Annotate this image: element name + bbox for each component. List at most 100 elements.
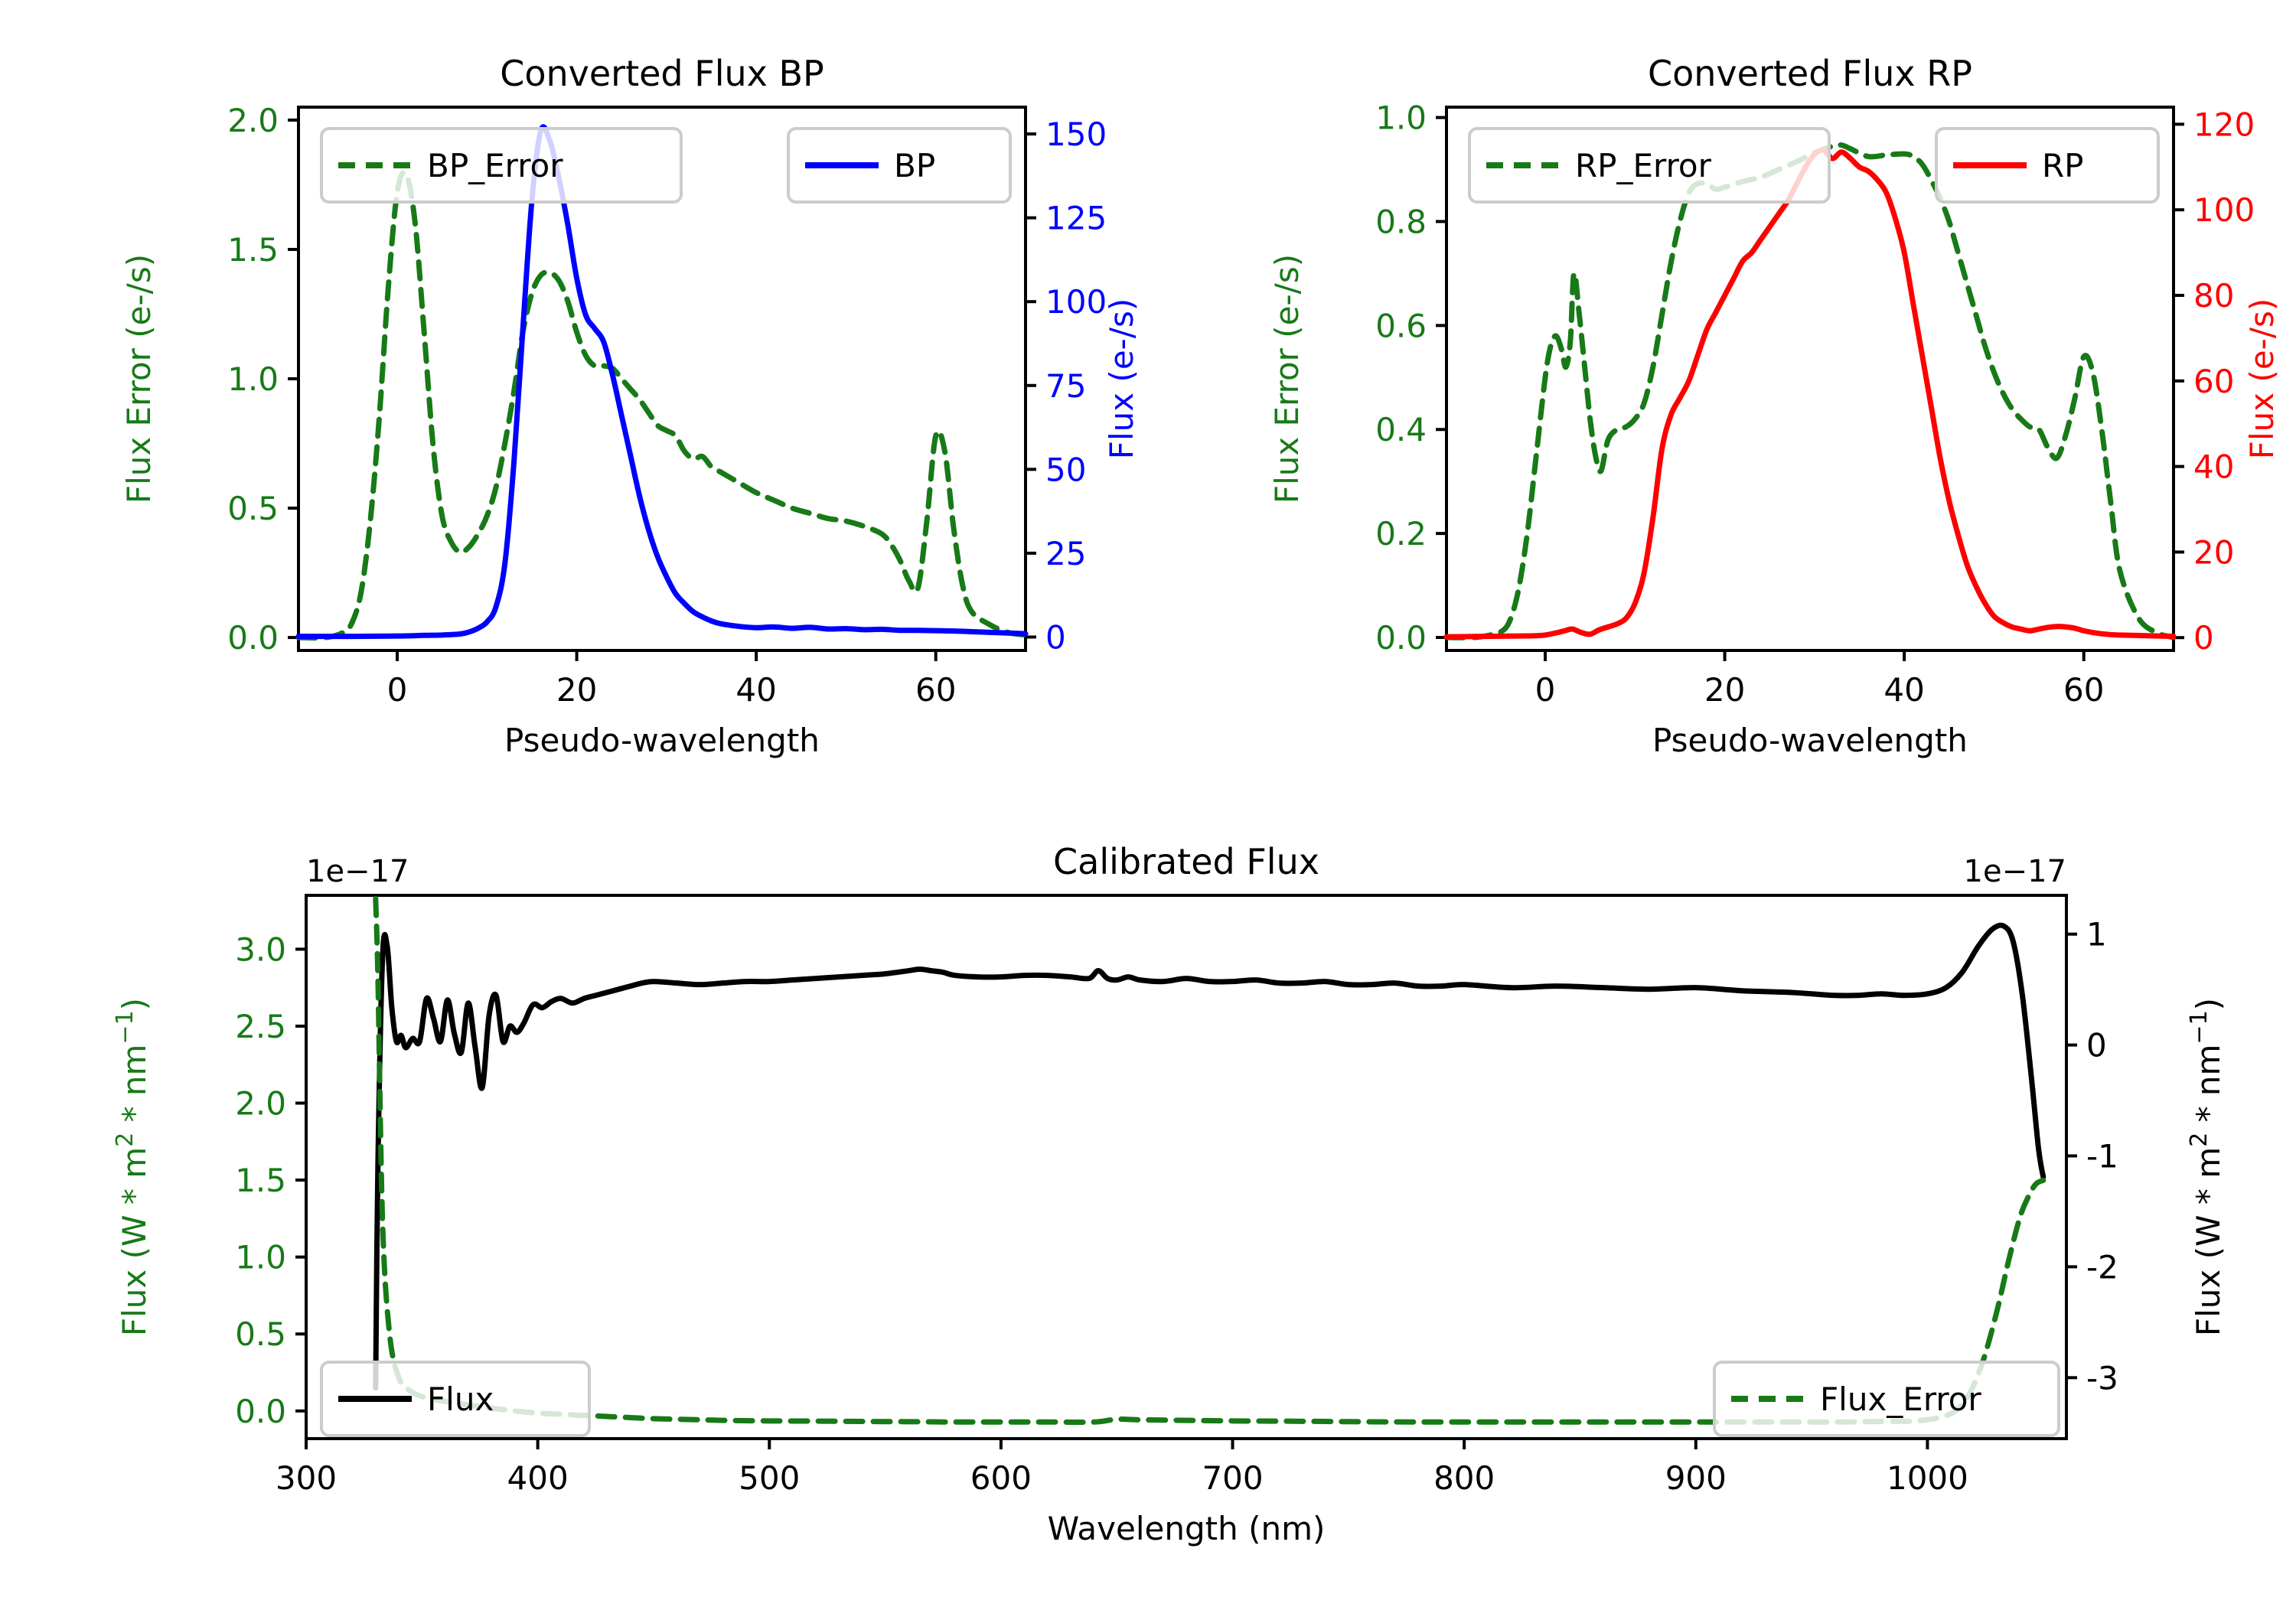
y-tick-right-label: 0 bbox=[2193, 619, 2214, 657]
y-tick-right-label: 60 bbox=[2193, 363, 2234, 400]
legend-label-flux: Flux bbox=[427, 1380, 494, 1418]
y-tick-right-label: 100 bbox=[2193, 191, 2255, 229]
series-rp_error bbox=[1443, 142, 2177, 641]
x-tick-label: 1000 bbox=[1887, 1459, 1968, 1497]
y-tick-right-label: 40 bbox=[2193, 448, 2234, 486]
y-tick-left-label: 0.6 bbox=[1375, 307, 1427, 344]
legend-bp-error[interactable]: BP_Error bbox=[320, 127, 683, 204]
x-tick-label: 400 bbox=[507, 1459, 569, 1497]
chart-converted-flux-rp: Converted Flux RP 0 20 40 60 Pseudo-wavelengt… bbox=[1268, 53, 2281, 759]
series-bp bbox=[295, 124, 1029, 640]
series-rp bbox=[1443, 147, 2177, 640]
chart-title: Converted Flux BP bbox=[500, 53, 824, 94]
y-tick-right-label: 125 bbox=[1045, 200, 1107, 237]
panel-calibrated-flux: Calibrated Flux 300 400 500 600 700 800 900 1000… bbox=[0, 826, 2296, 1607]
x-tick-label: 900 bbox=[1665, 1459, 1727, 1497]
x-axis-label: Pseudo-wavelength bbox=[1652, 722, 1968, 759]
y-axis-label-right: Flux (W * m2 * nm−1) bbox=[2186, 998, 2228, 1336]
x-tick-label: 600 bbox=[970, 1459, 1032, 1497]
y-tick-left-label: 0.5 bbox=[227, 490, 279, 527]
y-tick-right-label: 1 bbox=[2086, 916, 2107, 953]
y-tick-right-label: 0 bbox=[2086, 1027, 2107, 1064]
panel-converted-flux-bp: Converted Flux BP 0 20 40 60 Pseudo-wavelengt… bbox=[0, 46, 1148, 826]
y-tick-left-label: 0.8 bbox=[1375, 203, 1427, 240]
legend-box bbox=[1935, 127, 2160, 204]
x-tick-label: 60 bbox=[2063, 671, 2104, 709]
series-flux bbox=[373, 922, 2047, 1391]
legend-box bbox=[1713, 1361, 2060, 1437]
chart-title: Converted Flux RP bbox=[1648, 53, 1972, 94]
legend-box bbox=[320, 127, 683, 204]
y-tick-right-label: 0 bbox=[1045, 618, 1066, 656]
legend-flux[interactable]: Flux bbox=[320, 1361, 591, 1437]
y-tick-left-label: 1.0 bbox=[227, 360, 279, 398]
legend-flux-error[interactable]: Flux_Error bbox=[1713, 1361, 2060, 1437]
x-tick-label: 20 bbox=[556, 671, 597, 709]
legend-label-flux-error: Flux_Error bbox=[1820, 1380, 1981, 1418]
y-tick-right-label: 100 bbox=[1045, 283, 1107, 321]
y-tick-left-label: 1.5 bbox=[235, 1162, 286, 1199]
y-tick-right-label: -2 bbox=[2086, 1248, 2118, 1286]
x-tick-label: 40 bbox=[1883, 671, 1924, 709]
x-tick-label: 0 bbox=[387, 671, 408, 709]
x-tick-label: 800 bbox=[1433, 1459, 1495, 1497]
y-tick-left-label: 0.0 bbox=[235, 1393, 286, 1430]
legend-rp[interactable]: RP bbox=[1935, 127, 2160, 204]
y-tick-left-label: 0.2 bbox=[1375, 515, 1427, 553]
legend-rp-error[interactable]: RP_Error bbox=[1468, 127, 1831, 204]
legend-label-rp-error: RP_Error bbox=[1575, 147, 1712, 184]
plot-frame bbox=[305, 894, 2068, 1440]
y-tick-left-label: 1.0 bbox=[235, 1239, 286, 1276]
y-axis-label-left: Flux Error (e-/s) bbox=[1268, 254, 1306, 504]
series-flux_error bbox=[373, 895, 2047, 1426]
y-tick-right-label: 50 bbox=[1045, 451, 1086, 488]
y-tick-right-label: -3 bbox=[2086, 1359, 2118, 1397]
x-tick-label: 300 bbox=[276, 1459, 337, 1497]
y-tick-right-label: 75 bbox=[1045, 367, 1086, 405]
series-bp_error bbox=[295, 169, 1029, 641]
y-axis-label-left: Flux (W * m2 * nm−1) bbox=[112, 998, 154, 1336]
exponent-label-left: 1e−17 bbox=[306, 854, 409, 889]
y-tick-left-label: 3.0 bbox=[235, 931, 286, 968]
panel-converted-flux-rp: Converted Flux RP 0 20 40 60 Pseudo-wavelengt… bbox=[1148, 46, 2296, 826]
x-axis-label: Wavelength (nm) bbox=[1048, 1510, 1326, 1547]
exponent-label-right: 1e−17 bbox=[1964, 854, 2066, 889]
y-tick-left-label: 2.5 bbox=[235, 1008, 286, 1045]
y-tick-left-label: 0.0 bbox=[227, 619, 279, 657]
y-tick-left-label: 2.0 bbox=[227, 102, 279, 139]
legend-box bbox=[787, 127, 1012, 204]
y-tick-right-label: 150 bbox=[1045, 116, 1107, 153]
y-tick-right-label: 120 bbox=[2193, 106, 2255, 143]
y-axis-label-left: Flux Error (e-/s) bbox=[120, 254, 158, 504]
y-tick-left-label: 0.0 bbox=[1375, 619, 1427, 657]
legend-label-bp: BP bbox=[894, 147, 935, 184]
y-tick-left-label: 1.5 bbox=[227, 231, 279, 269]
plot-frame bbox=[1445, 106, 2175, 652]
y-axis-label-right: Flux (e-/s) bbox=[2243, 298, 2281, 459]
x-tick-label: 0 bbox=[1535, 671, 1556, 709]
chart-converted-flux-bp: Converted Flux BP 0 20 40 60 Pseudo-wavelengt… bbox=[120, 53, 1140, 759]
legend-label-bp-error: BP_Error bbox=[427, 147, 563, 184]
y-tick-left-label: 1.0 bbox=[1375, 99, 1427, 137]
x-tick-label: 500 bbox=[739, 1459, 800, 1497]
x-tick-label: 20 bbox=[1704, 671, 1745, 709]
legend-label-rp: RP bbox=[2042, 147, 2084, 184]
y-tick-left-label: 0.4 bbox=[1375, 411, 1427, 448]
y-tick-right-label: -1 bbox=[2086, 1138, 2118, 1175]
x-axis-label: Pseudo-wavelength bbox=[504, 722, 820, 759]
y-tick-right-label: 25 bbox=[1045, 535, 1086, 572]
y-tick-left-label: 0.5 bbox=[235, 1315, 286, 1353]
legend-bp[interactable]: BP bbox=[787, 127, 1012, 204]
y-axis-label-right: Flux (e-/s) bbox=[1103, 298, 1140, 459]
x-tick-label: 60 bbox=[915, 671, 956, 709]
legend-box bbox=[320, 1361, 591, 1437]
x-tick-label: 40 bbox=[735, 671, 776, 709]
y-tick-right-label: 20 bbox=[2193, 533, 2234, 571]
x-tick-label: 700 bbox=[1202, 1459, 1263, 1497]
y-tick-left-label: 2.0 bbox=[235, 1085, 286, 1123]
chart-calibrated-flux: Calibrated Flux 300 400 500 600 700 800 900 1000… bbox=[112, 841, 2228, 1547]
legend-box bbox=[1468, 127, 1831, 204]
chart-title: Calibrated Flux bbox=[1053, 841, 1319, 882]
y-tick-right-label: 80 bbox=[2193, 277, 2234, 315]
